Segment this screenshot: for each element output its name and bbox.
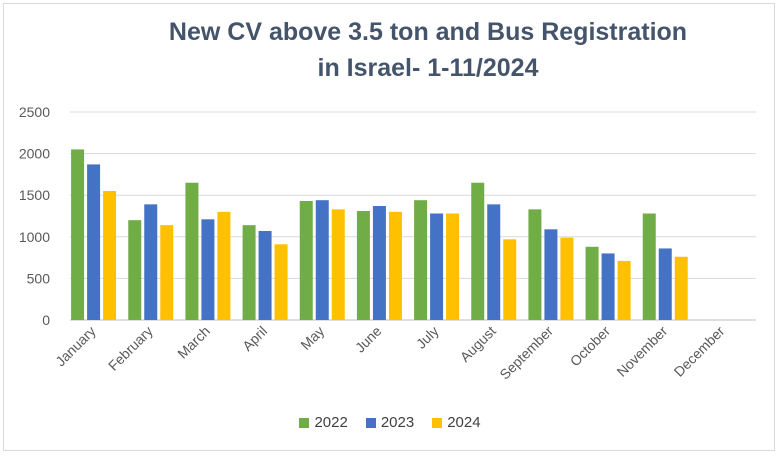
bar-2022-october [585,246,599,320]
bar-2024-february [160,225,174,320]
legend-swatch [299,417,310,428]
bar-2022-april [242,225,256,320]
bar-2022-july [414,200,428,320]
y-tick-label: 2000 [19,146,50,162]
x-tick-label: March [174,323,213,362]
bar-2024-june [388,211,402,320]
x-tick-label: September [496,323,556,383]
legend-swatch [432,417,443,428]
bar-2022-march [185,182,199,320]
bar-2024-march [217,211,231,320]
bar-2024-april [274,244,288,320]
x-tick-label: April [239,323,270,354]
chart-title: New CV above 3.5 ton and Bus Registratio… [0,14,780,86]
x-tick-label: August [457,323,499,365]
x-tick-label: October [567,323,614,370]
x-tick-label: November [613,323,670,380]
bar-2024-august [503,239,517,320]
legend-label: 2023 [380,414,415,431]
bar-2023-november [658,248,672,320]
x-tick-label: May [297,323,327,353]
bar-2023-july [430,213,444,320]
y-tick-label: 0 [42,312,50,328]
bar-2023-june [372,206,386,320]
bar-2023-february [144,204,158,320]
legend: 2022 2023 2024 [0,414,780,431]
bar-2022-february [128,220,142,320]
legend-item-2023: 2023 [365,414,415,431]
bar-2023-january [87,164,101,320]
y-tick-label: 1500 [19,187,50,203]
bar-2023-october [601,253,615,320]
bar-2023-march [201,219,215,320]
bar-2024-october [617,260,631,320]
bar-2023-may [315,200,329,320]
y-tick-label: 2500 [19,104,50,120]
bar-2022-june [356,211,370,320]
legend-item-2024: 2024 [432,414,481,431]
chart-title-line2: in Israel- 1-11/2024 [317,54,539,82]
x-tick-label: December [671,323,728,380]
x-tick-label: February [105,323,156,374]
bar-2024-july [446,213,460,320]
bar-2024-september [560,237,574,320]
legend-label: 2022 [314,414,348,431]
legend-item-2022: 2022 [299,414,348,431]
bar-2022-august [471,182,485,320]
legend-label: 2024 [447,414,481,431]
chart-title-line1: New CV above 3.5 ton and Bus Registratio… [168,18,688,46]
bar-2024-january [103,191,117,320]
bar-2023-september [544,229,558,320]
x-tick-label: June [352,323,385,356]
legend-swatch [365,417,376,428]
x-tick-label: January [52,323,99,370]
y-tick-label: 500 [27,270,51,286]
bar-2024-november [674,256,688,320]
bar-2023-april [258,230,272,320]
bar-2022-january [71,149,85,320]
y-tick-label: 1000 [19,229,50,245]
bar-2022-may [299,201,313,320]
x-tick-label: July [413,323,442,352]
bar-2024-may [331,209,345,320]
bar-2022-november [642,213,656,320]
bar-2022-september [528,209,542,320]
bar-2023-august [487,204,501,320]
